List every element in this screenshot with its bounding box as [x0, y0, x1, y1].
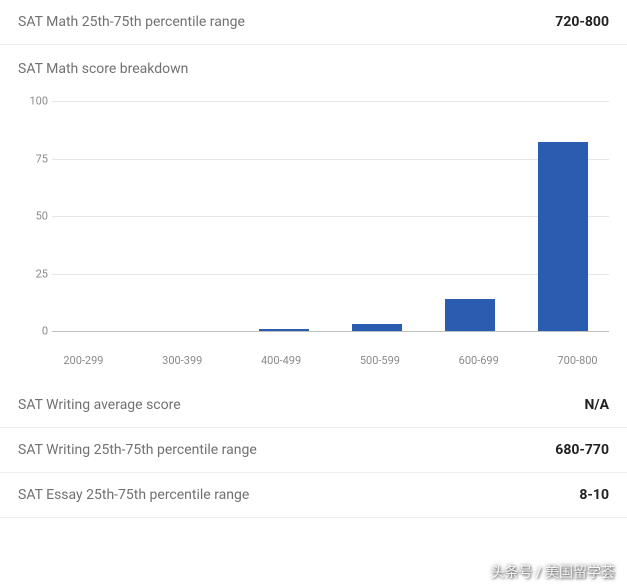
stat-label: SAT Essay 25th-75th percentile range	[18, 487, 249, 503]
chart-bar	[538, 142, 588, 331]
stat-value: 680-770	[555, 442, 609, 458]
chart-baseline	[52, 331, 609, 332]
stat-label: SAT Math 25th-75th percentile range	[18, 14, 245, 30]
chart-x-tick-label: 700-800	[528, 354, 627, 367]
chart-y-tick-label: 50	[18, 210, 48, 223]
stat-row-writing-range: SAT Writing 25th-75th percentile range 6…	[0, 428, 627, 473]
chart-x-tick-label: 300-399	[133, 354, 232, 367]
stat-label: SAT Writing average score	[18, 397, 181, 413]
stat-row-writing-avg: SAT Writing average score N/A	[0, 383, 627, 428]
chart-bar-column	[330, 101, 423, 331]
chart-x-axis: 200-299300-399400-499500-599600-699700-8…	[34, 354, 627, 367]
chart-plot-area: 0255075100	[52, 91, 609, 351]
stat-value: 8-10	[579, 487, 609, 503]
stat-label: SAT Writing 25th-75th percentile range	[18, 442, 257, 458]
stat-row-essay-range: SAT Essay 25th-75th percentile range 8-1…	[0, 473, 627, 518]
chart-x-tick-label: 600-699	[429, 354, 528, 367]
stat-value: 720-800	[555, 14, 609, 30]
watermark-text: 头条号 / 美国留学荟	[491, 562, 615, 582]
chart-bar-column	[52, 101, 145, 331]
chart-title: SAT Math score breakdown	[0, 45, 627, 83]
stat-row-math-range: SAT Math 25th-75th percentile range 720-…	[0, 0, 627, 45]
chart-y-tick-label: 0	[18, 325, 48, 338]
chart-y-tick-label: 75	[18, 152, 48, 165]
sat-math-bar-chart: 0255075100 200-299300-399400-499500-5996…	[0, 83, 627, 383]
chart-bar-column	[423, 101, 516, 331]
chart-bar	[352, 324, 402, 331]
chart-x-tick-label: 200-299	[34, 354, 133, 367]
stat-value: N/A	[585, 397, 609, 413]
chart-bar	[259, 329, 309, 331]
chart-y-tick-label: 100	[18, 95, 48, 108]
chart-bar-column	[145, 101, 238, 331]
chart-x-tick-label: 500-599	[330, 354, 429, 367]
chart-bar-column	[238, 101, 331, 331]
chart-bar	[445, 299, 495, 331]
chart-x-tick-label: 400-499	[232, 354, 331, 367]
chart-y-tick-label: 25	[18, 267, 48, 280]
chart-bars	[52, 101, 609, 331]
chart-bar-column	[516, 101, 609, 331]
